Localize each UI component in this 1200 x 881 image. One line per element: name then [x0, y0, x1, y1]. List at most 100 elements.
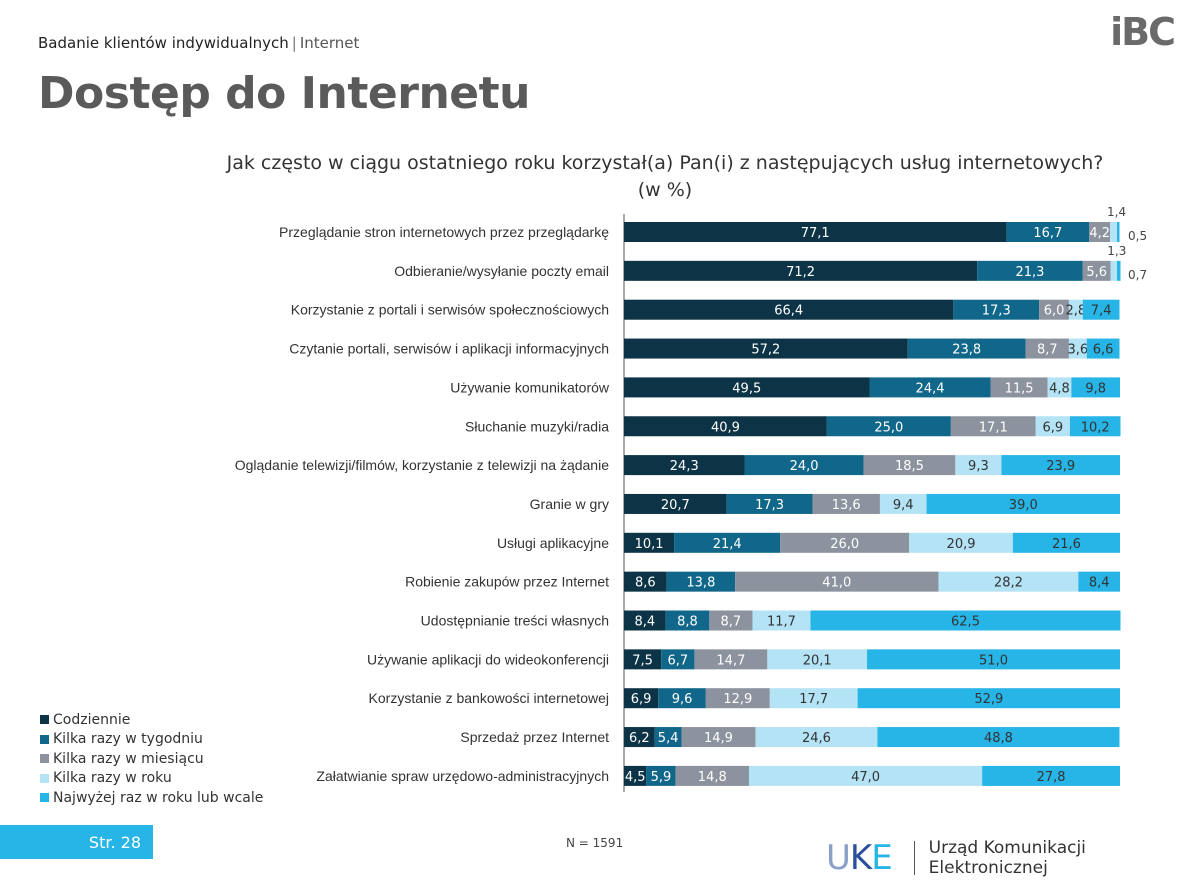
- data-label: 66,4: [774, 304, 803, 319]
- bar-segment: [1006, 222, 1090, 242]
- data-label: 7,5: [632, 653, 653, 668]
- data-label: 10,2: [1081, 420, 1110, 435]
- category-label: Używanie komunikatorów: [450, 379, 610, 395]
- bar-segment: [674, 532, 781, 553]
- bar-segment: [982, 765, 1120, 786]
- data-label: 28,2: [994, 576, 1023, 591]
- data-label: 6,6: [1093, 343, 1114, 358]
- bar-segment: [624, 338, 908, 359]
- bar-segment: [1001, 455, 1120, 476]
- category-label: Korzystanie z bankowości internetowej: [369, 690, 609, 706]
- data-label: 21,6: [1052, 537, 1081, 552]
- ibc-logo: iBC: [1110, 10, 1176, 54]
- bar-segment: [953, 299, 1040, 320]
- bar-segment: [1068, 299, 1083, 320]
- sample-size: N = 1591: [566, 836, 624, 850]
- bar-segment: [1035, 416, 1070, 437]
- data-label: 48,8: [984, 731, 1013, 746]
- data-label: 8,4: [634, 615, 655, 630]
- bar-segment: [709, 610, 753, 631]
- bar-segment: [1025, 338, 1069, 359]
- bar-segment: [938, 571, 1079, 592]
- bar-segment: [675, 765, 749, 786]
- breadcrumb: Badanie klientów indywidualnych | Internet: [38, 34, 359, 52]
- legend-item: Kilka razy w tygodniu: [40, 730, 263, 750]
- bar-segment: [624, 610, 666, 631]
- chart-question-line1: Jak często w ciągu ostatniego roku korzy…: [226, 152, 1104, 174]
- category-label: Oglądanie telewizji/filmów, korzystanie …: [235, 457, 610, 473]
- bar-segment: [780, 532, 910, 553]
- data-label: 5,9: [651, 770, 672, 785]
- chart-question-line2: (w %): [637, 179, 693, 201]
- legend-swatch: [40, 715, 49, 725]
- bar-segment: [857, 688, 1120, 709]
- data-label: 14,7: [716, 653, 745, 668]
- data-label: 23,9: [1046, 459, 1075, 474]
- bar-segment: [624, 260, 978, 281]
- data-label: 20,9: [947, 537, 976, 552]
- bar-segment: [624, 649, 662, 670]
- data-label: 14,9: [704, 731, 733, 746]
- category-label: Czytanie portali, serwisów i aplikacji i…: [289, 341, 609, 357]
- bar-segment: [624, 493, 727, 514]
- category-label: Sprzedaż przez Internet: [460, 729, 609, 745]
- data-label: 4,8: [1049, 381, 1070, 396]
- data-label: 21,3: [1015, 265, 1044, 280]
- data-label: 21,4: [713, 537, 742, 552]
- category-label: Usługi aplikacyjne: [497, 535, 609, 551]
- legend-swatch: [40, 734, 49, 744]
- data-label: 8,7: [721, 615, 742, 630]
- data-label: 25,0: [874, 420, 903, 435]
- bar-segment: [879, 493, 927, 514]
- category-label: Korzystanie z portali i serwisów społecz…: [291, 302, 609, 318]
- page-title: Dostęp do Internetu: [38, 68, 530, 119]
- data-label: 20,7: [661, 498, 690, 513]
- bar-segment: [1078, 571, 1120, 592]
- legend-swatch: [40, 754, 49, 764]
- legend-item: Kilka razy w miesiącu: [40, 749, 263, 769]
- bar-segment: [654, 727, 682, 748]
- data-label: 47,0: [851, 770, 880, 785]
- bar-segment: [646, 765, 676, 786]
- bar-segment: [767, 649, 868, 670]
- category-label: Granie w gry: [530, 496, 609, 512]
- chart-legend: Codziennie Kilka razy w tygodniu Kilka raz…: [40, 710, 263, 808]
- data-label: 2,8: [1066, 304, 1087, 319]
- legend-item: Codziennie: [40, 710, 263, 730]
- bar-segment: [826, 416, 951, 437]
- legend-label: Kilka razy w tygodniu: [53, 731, 203, 748]
- data-label: 5,4: [658, 731, 679, 746]
- bar-segment: [1110, 222, 1118, 242]
- data-label: 11,5: [1005, 381, 1034, 396]
- data-label: 17,3: [755, 498, 784, 513]
- bar-segment: [950, 416, 1036, 437]
- bar-segment: [1110, 260, 1118, 281]
- data-label: 10,1: [635, 537, 664, 552]
- category-label: Załatwianie spraw urzędowo-administracyj…: [316, 768, 609, 784]
- bar-segment: [1068, 338, 1087, 359]
- bar-segment: [863, 455, 956, 476]
- data-label: 16,7: [1033, 226, 1062, 241]
- bar-segment: [744, 455, 864, 476]
- bar-segment: [926, 493, 1120, 514]
- data-label: 52,9: [974, 692, 1003, 707]
- bar-segment: [624, 222, 1007, 242]
- legend-label: Kilka razy w roku: [53, 770, 172, 787]
- legend-swatch: [40, 773, 49, 783]
- bar-segment: [909, 532, 1013, 553]
- data-label: 62,5: [951, 615, 980, 630]
- data-label: 9,4: [893, 498, 914, 513]
- bar-segment: [1086, 338, 1120, 359]
- page-number: Str. 28: [0, 825, 153, 859]
- data-label: 71,2: [786, 265, 815, 280]
- bar-segment: [1082, 299, 1120, 320]
- data-label: 3,6: [1067, 343, 1088, 358]
- data-label: 40,9: [711, 420, 740, 435]
- bar-segment: [810, 610, 1121, 631]
- data-label: 24,4: [916, 381, 945, 396]
- bar-segment: [1047, 377, 1072, 398]
- category-label: Odbieranie/wysyłanie poczty email: [394, 263, 609, 279]
- data-label: 8,4: [1089, 576, 1110, 591]
- data-label: 8,8: [677, 615, 698, 630]
